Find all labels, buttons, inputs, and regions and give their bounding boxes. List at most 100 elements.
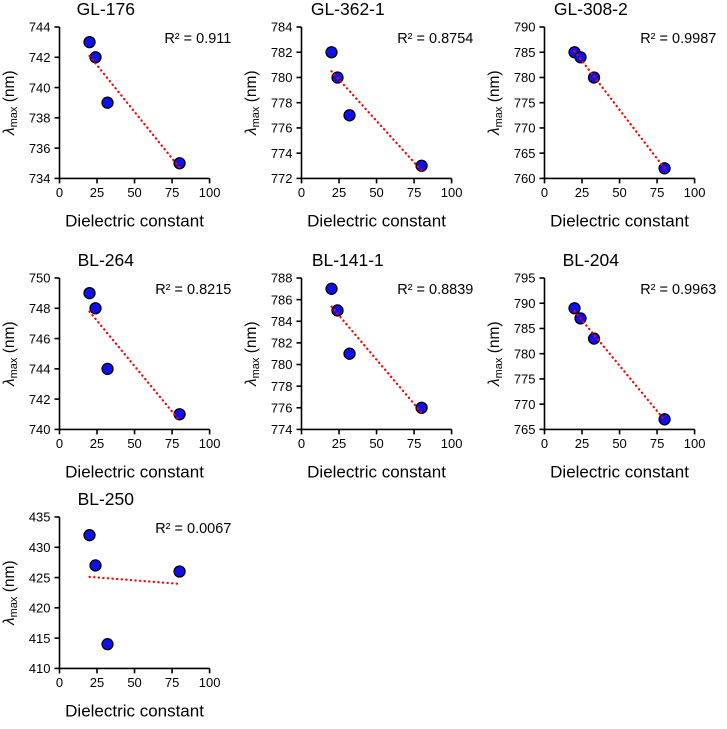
svg-text:765: 765: [513, 422, 535, 437]
svg-text:λmax (nm): λmax (nm): [1, 70, 20, 136]
svg-text:R² = 0.8215: R² = 0.8215: [155, 282, 231, 298]
svg-text:BL-264: BL-264: [78, 250, 135, 270]
svg-text:420: 420: [29, 600, 51, 615]
svg-text:744: 744: [29, 362, 51, 377]
svg-text:0: 0: [298, 185, 305, 200]
svg-text:λmax (nm): λmax (nm): [486, 322, 505, 388]
svg-text:75: 75: [165, 436, 179, 451]
svg-text:R² = 0.911: R² = 0.911: [164, 31, 231, 47]
svg-text:0: 0: [541, 436, 548, 451]
svg-text:GL-308-2: GL-308-2: [554, 0, 628, 19]
svg-text:BL-141-1: BL-141-1: [312, 250, 384, 270]
svg-text:25: 25: [332, 436, 346, 451]
svg-text:50: 50: [370, 185, 384, 200]
svg-text:Dielectric constant: Dielectric constant: [65, 463, 204, 482]
svg-text:λmax (nm): λmax (nm): [243, 322, 262, 388]
svg-text:785: 785: [513, 45, 535, 60]
svg-text:100: 100: [199, 675, 221, 690]
svg-text:734: 734: [29, 171, 51, 186]
svg-text:785: 785: [513, 322, 535, 337]
svg-text:782: 782: [271, 336, 293, 351]
svg-text:430: 430: [29, 540, 51, 555]
svg-text:780: 780: [271, 70, 293, 85]
svg-text:776: 776: [271, 121, 293, 136]
svg-text:25: 25: [90, 185, 104, 200]
svg-text:775: 775: [513, 95, 535, 110]
svg-text:Dielectric constant: Dielectric constant: [307, 211, 446, 230]
svg-text:415: 415: [29, 631, 51, 646]
svg-text:100: 100: [441, 436, 463, 451]
svg-text:50: 50: [612, 185, 626, 200]
svg-text:BL-250: BL-250: [78, 489, 135, 509]
svg-text:748: 748: [29, 301, 51, 316]
svg-text:75: 75: [650, 436, 664, 451]
svg-text:770: 770: [513, 121, 535, 136]
svg-text:742: 742: [29, 392, 51, 407]
svg-text:750: 750: [29, 271, 51, 286]
svg-text:784: 784: [271, 314, 293, 329]
svg-text:75: 75: [165, 185, 179, 200]
svg-text:25: 25: [574, 436, 588, 451]
svg-text:Dielectric constant: Dielectric constant: [307, 463, 446, 482]
svg-text:GL-176: GL-176: [77, 0, 135, 19]
svg-text:25: 25: [90, 675, 104, 690]
svg-text:410: 410: [29, 661, 51, 676]
svg-text:Dielectric constant: Dielectric constant: [65, 701, 204, 720]
svg-text:75: 75: [407, 436, 421, 451]
svg-text:R² = 0.9963: R² = 0.9963: [640, 282, 716, 298]
svg-text:425: 425: [29, 570, 51, 585]
svg-text:Dielectric constant: Dielectric constant: [65, 211, 204, 230]
svg-text:25: 25: [574, 185, 588, 200]
svg-text:100: 100: [683, 185, 705, 200]
svg-text:λmax (nm): λmax (nm): [486, 70, 505, 136]
svg-text:0: 0: [298, 436, 305, 451]
svg-text:746: 746: [29, 332, 51, 347]
svg-text:736: 736: [29, 141, 51, 156]
svg-text:0: 0: [56, 675, 63, 690]
svg-text:50: 50: [127, 436, 141, 451]
svg-text:740: 740: [29, 80, 51, 95]
svg-text:740: 740: [29, 422, 51, 437]
svg-text:770: 770: [513, 397, 535, 412]
svg-text:788: 788: [271, 271, 293, 286]
svg-text:784: 784: [271, 20, 293, 35]
svg-text:774: 774: [271, 146, 293, 161]
svg-text:772: 772: [271, 171, 293, 186]
svg-text:780: 780: [271, 358, 293, 373]
svg-text:744: 744: [29, 20, 51, 35]
svg-text:75: 75: [650, 185, 664, 200]
svg-text:R² = 0.9987: R² = 0.9987: [640, 31, 716, 47]
svg-text:BL-204: BL-204: [562, 250, 619, 270]
svg-text:50: 50: [370, 436, 384, 451]
svg-text:780: 780: [513, 347, 535, 362]
svg-text:75: 75: [165, 675, 179, 690]
svg-text:50: 50: [127, 185, 141, 200]
svg-text:782: 782: [271, 45, 293, 60]
svg-text:λmax (nm): λmax (nm): [243, 70, 262, 136]
svg-text:GL-362-1: GL-362-1: [311, 0, 385, 19]
svg-text:765: 765: [513, 146, 535, 161]
svg-text:50: 50: [127, 675, 141, 690]
svg-text:λmax (nm): λmax (nm): [1, 322, 20, 388]
svg-text:786: 786: [271, 293, 293, 308]
svg-text:790: 790: [513, 20, 535, 35]
svg-text:100: 100: [199, 185, 221, 200]
svg-text:Dielectric constant: Dielectric constant: [550, 211, 689, 230]
svg-text:R² = 0.0067: R² = 0.0067: [155, 521, 231, 537]
svg-text:100: 100: [199, 436, 221, 451]
svg-text:778: 778: [271, 95, 293, 110]
svg-text:25: 25: [90, 436, 104, 451]
svg-text:100: 100: [441, 185, 463, 200]
svg-text:760: 760: [513, 171, 535, 186]
svg-text:738: 738: [29, 111, 51, 126]
svg-text:100: 100: [683, 436, 705, 451]
svg-text:435: 435: [29, 510, 51, 525]
svg-text:774: 774: [271, 422, 293, 437]
svg-text:R² = 0.8754: R² = 0.8754: [398, 31, 474, 47]
svg-text:775: 775: [513, 372, 535, 387]
svg-text:75: 75: [407, 185, 421, 200]
svg-text:742: 742: [29, 50, 51, 65]
svg-text:776: 776: [271, 401, 293, 416]
svg-text:0: 0: [56, 436, 63, 451]
svg-text:0: 0: [541, 185, 548, 200]
